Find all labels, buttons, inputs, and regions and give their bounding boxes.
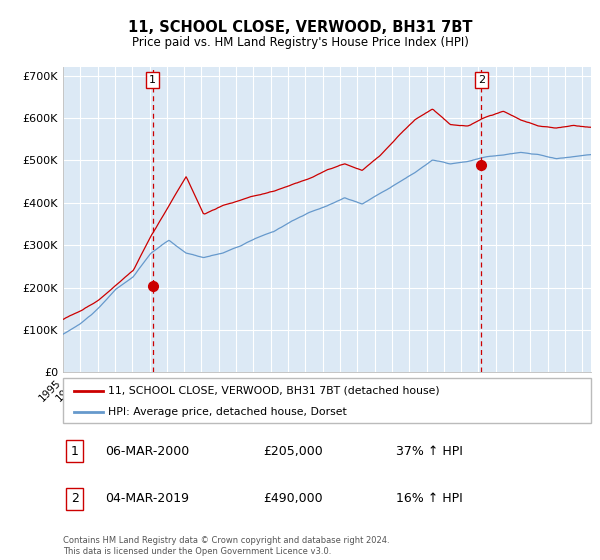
Text: 11, SCHOOL CLOSE, VERWOOD, BH31 7BT: 11, SCHOOL CLOSE, VERWOOD, BH31 7BT	[128, 20, 472, 35]
Text: 11, SCHOOL CLOSE, VERWOOD, BH31 7BT (detached house): 11, SCHOOL CLOSE, VERWOOD, BH31 7BT (det…	[108, 385, 440, 395]
Text: 1: 1	[71, 445, 79, 458]
Text: Contains HM Land Registry data © Crown copyright and database right 2024.
This d: Contains HM Land Registry data © Crown c…	[63, 536, 389, 556]
FancyBboxPatch shape	[63, 378, 591, 423]
Text: 2: 2	[71, 492, 79, 505]
Text: £490,000: £490,000	[263, 492, 323, 505]
Text: 04-MAR-2019: 04-MAR-2019	[105, 492, 189, 505]
Text: 06-MAR-2000: 06-MAR-2000	[105, 445, 190, 458]
Text: 16% ↑ HPI: 16% ↑ HPI	[395, 492, 463, 505]
Text: £205,000: £205,000	[263, 445, 323, 458]
Text: HPI: Average price, detached house, Dorset: HPI: Average price, detached house, Dors…	[108, 407, 347, 417]
Text: 1: 1	[149, 75, 156, 85]
Text: 37% ↑ HPI: 37% ↑ HPI	[395, 445, 463, 458]
Text: Price paid vs. HM Land Registry's House Price Index (HPI): Price paid vs. HM Land Registry's House …	[131, 36, 469, 49]
Text: 2: 2	[478, 75, 485, 85]
